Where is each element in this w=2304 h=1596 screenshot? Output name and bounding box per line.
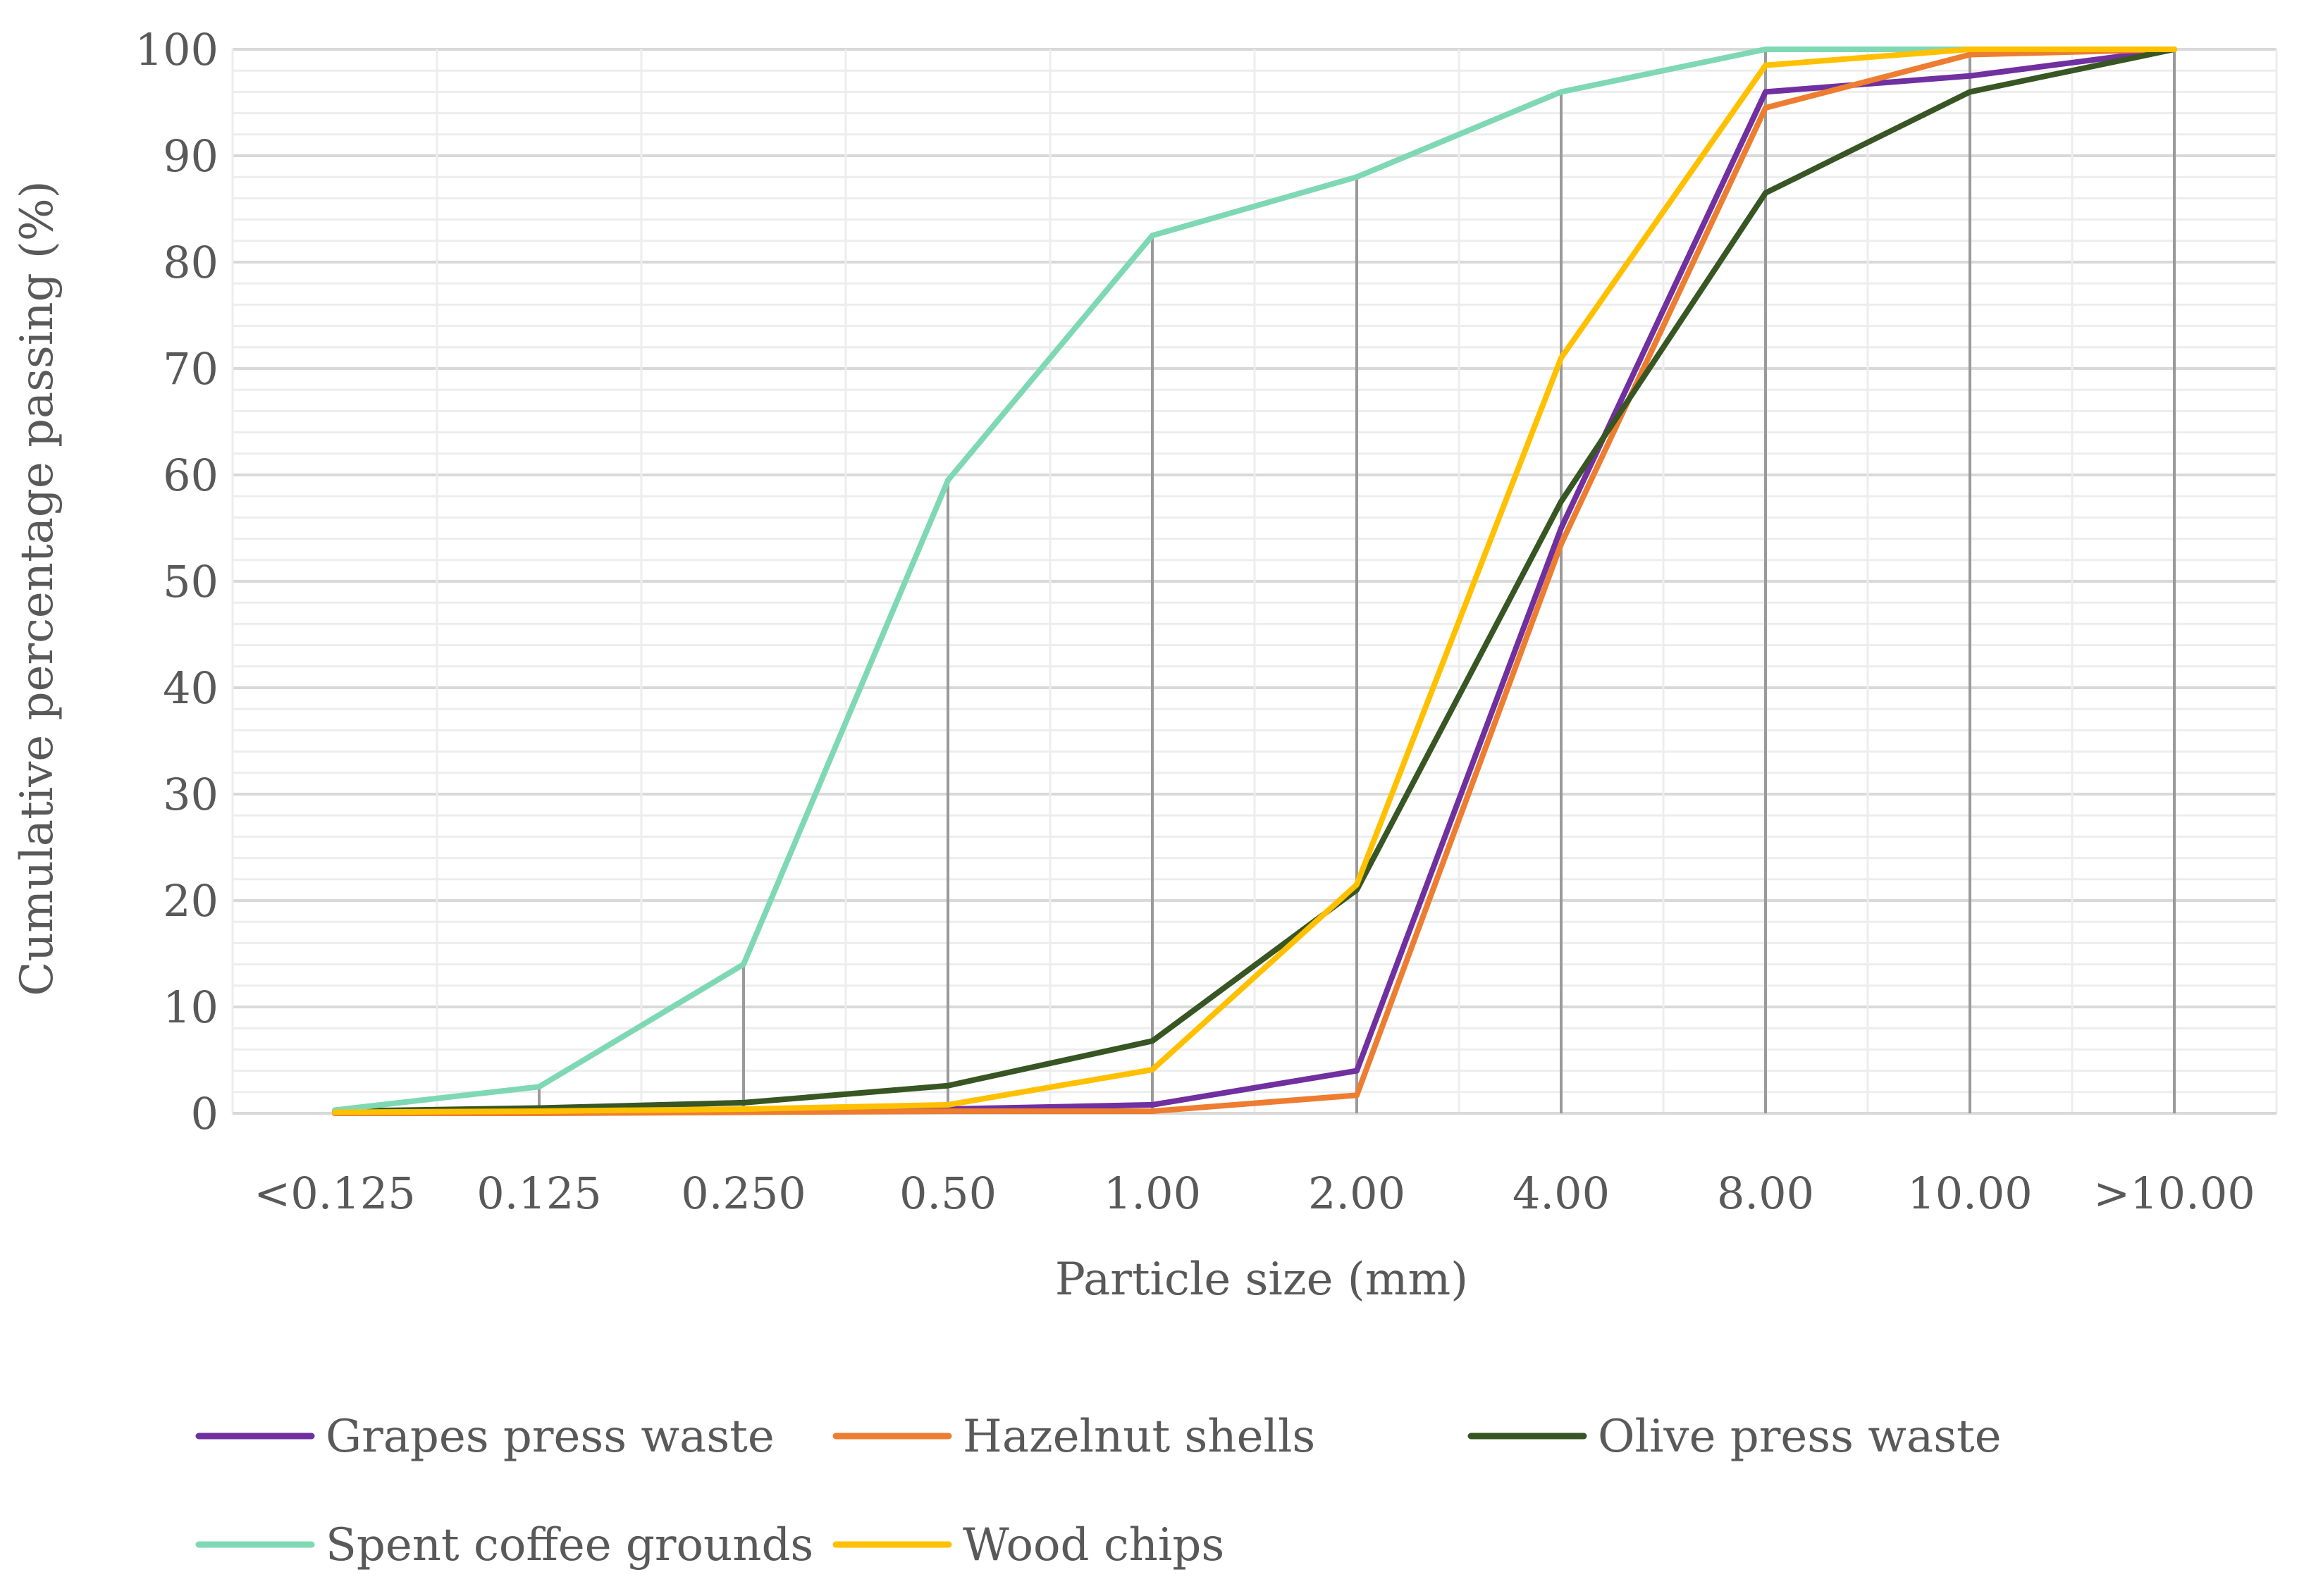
data-point (1355, 1068, 1359, 1073)
y-tick-label: 100 (135, 24, 218, 75)
y-axis-tick-labels: 0 10 20 30 40 50 60 70 80 90 100 (135, 24, 218, 1139)
data-point (1763, 63, 1768, 68)
data-point (1763, 89, 1768, 94)
x-tick-label: 8.00 (1717, 1168, 1814, 1219)
legend-label: Spent coffee grounds (326, 1519, 813, 1571)
data-point (946, 1102, 950, 1107)
y-tick-label: 50 (163, 556, 218, 607)
series-lines (332, 47, 2177, 1116)
y-tick-label: 60 (163, 450, 218, 501)
data-point (1968, 73, 1972, 78)
legend-label: Hazelnut shells (963, 1411, 1315, 1463)
x-axis-tick-labels: <0.125 0.125 0.250 0.50 1.00 2.00 4.00 8.00 10.0… (254, 1168, 2255, 1219)
data-point (1559, 89, 1563, 94)
data-point (946, 478, 950, 483)
data-point (1150, 1108, 1154, 1113)
x-tick-label: 4.00 (1513, 1168, 1610, 1219)
data-point (1559, 499, 1563, 504)
data-point (1763, 190, 1768, 195)
x-tick-label: 0.250 (681, 1168, 806, 1219)
series-line (332, 47, 2177, 1115)
x-tick-label: 10.00 (1907, 1168, 2033, 1219)
data-point (1150, 1039, 1154, 1044)
y-tick-label: 40 (163, 662, 218, 714)
legend-item: Hazelnut shells (832, 1411, 1315, 1463)
data-point (1763, 106, 1768, 111)
y-tick-label: 20 (163, 875, 218, 927)
data-point (1355, 175, 1359, 180)
legend-label: Olive press waste (1598, 1411, 2002, 1463)
series-line (332, 47, 2177, 1113)
data-point (741, 962, 746, 967)
data-point (741, 1106, 746, 1111)
y-tick-label: 80 (163, 237, 218, 288)
data-point (1763, 47, 1768, 51)
data-point (741, 1100, 746, 1105)
x-tick-label: 0.50 (899, 1168, 997, 1219)
y-tick-label: 10 (163, 982, 218, 1033)
data-point (946, 1083, 950, 1088)
x-tick-label: 1.00 (1104, 1168, 1201, 1219)
data-point (1559, 542, 1563, 547)
x-tick-label: <0.125 (254, 1168, 415, 1219)
legend-item: Wood chips (832, 1519, 1224, 1571)
drop-lines (333, 49, 2176, 1113)
y-tick-label: 30 (163, 769, 218, 820)
data-point (537, 1084, 541, 1089)
legend-item: Spent coffee grounds (195, 1519, 813, 1571)
series-line (332, 47, 2177, 1114)
data-point (946, 1108, 950, 1113)
data-point (1150, 233, 1154, 238)
legend-label: Grapes press waste (326, 1411, 775, 1463)
data-point (1559, 355, 1563, 360)
legend: Grapes press waste Hazelnut shells Olive p… (195, 1411, 2002, 1571)
grid (231, 48, 2278, 1115)
data-point (1968, 89, 1972, 94)
data-point (1968, 47, 1972, 51)
y-tick-label: 0 (191, 1088, 218, 1139)
x-tick-label: >10.00 (2093, 1168, 2255, 1219)
data-point (1150, 1068, 1154, 1072)
y-tick-label: 70 (163, 343, 218, 395)
data-point (1559, 526, 1563, 531)
x-tick-label: 2.00 (1308, 1168, 1405, 1219)
data-point (1355, 882, 1359, 887)
y-axis-title: Cumulative percentage passing (%) (11, 180, 63, 996)
x-axis-title: Particle size (mm) (1055, 1254, 1468, 1306)
legend-label: Wood chips (963, 1519, 1224, 1571)
data-point (537, 1108, 541, 1113)
data-point (333, 1110, 337, 1115)
x-tick-label: 0.125 (476, 1168, 602, 1219)
data-point (2172, 47, 2176, 51)
y-tick-label: 90 (163, 130, 218, 182)
legend-item: Grapes press waste (195, 1411, 775, 1463)
data-point (1968, 52, 1972, 57)
data-point (1355, 1093, 1359, 1098)
data-point (1150, 1102, 1154, 1107)
legend-item: Olive press waste (1467, 1411, 2002, 1463)
